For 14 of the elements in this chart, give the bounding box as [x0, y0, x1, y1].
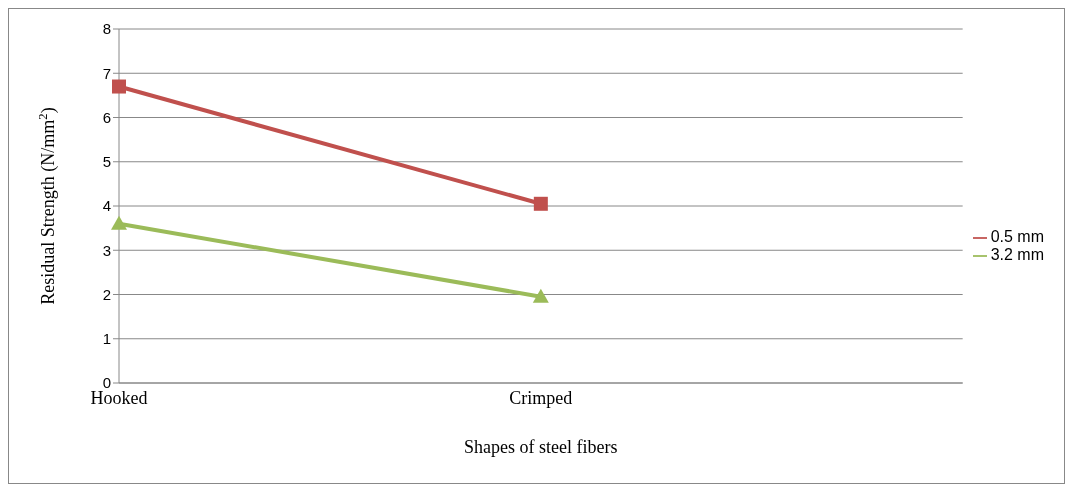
x-axis-title: Shapes of steel fibers	[464, 437, 618, 457]
y-tick-label: 5	[102, 153, 111, 171]
legend-label: 0.5 mm	[990, 228, 1044, 245]
y-tick-label: 6	[102, 108, 111, 126]
y-tick-label: 7	[102, 64, 111, 82]
legend-label: 3.2 mm	[990, 246, 1044, 263]
y-tick-label: 3	[102, 241, 111, 259]
y-tick-label: 1	[102, 330, 111, 348]
y-tick-label: 4	[102, 197, 111, 215]
y-tick-label: 8	[102, 20, 111, 38]
point	[112, 79, 126, 94]
y-tick-label: 2	[102, 285, 111, 303]
x-tick-label: Crimped	[509, 387, 573, 408]
point	[533, 196, 548, 211]
